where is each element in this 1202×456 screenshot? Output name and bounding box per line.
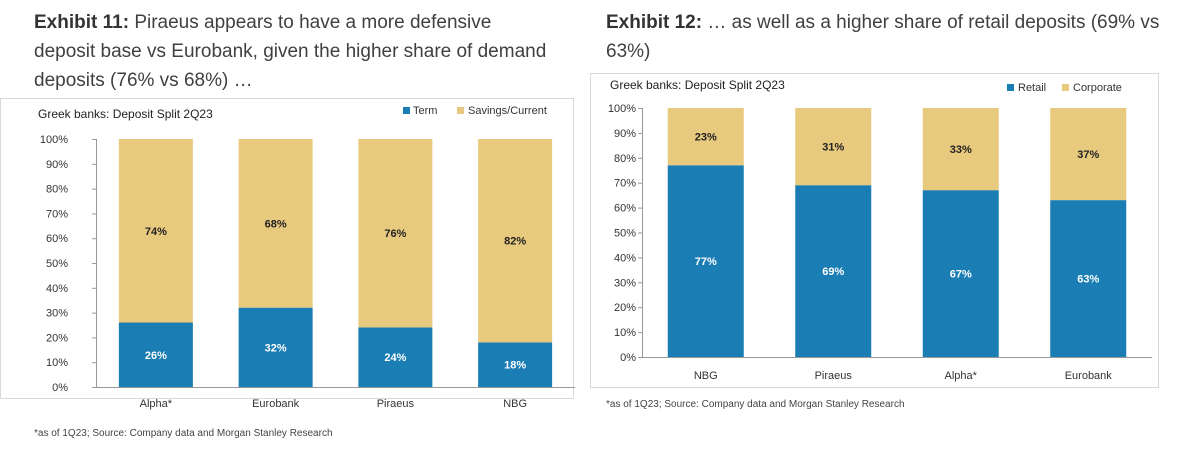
y-tick-label: 60% (614, 203, 636, 215)
chart-frame (0, 98, 574, 399)
legend-label-term: Term (413, 105, 437, 117)
deposit-split-chart-1: Greek banks: Deposit Split 2Q23 Term Savin… (0, 98, 575, 410)
data-label: 37% (1077, 149, 1099, 161)
data-label: 31% (822, 142, 844, 154)
data-label: 68% (265, 218, 287, 230)
data-label: 74% (145, 226, 167, 238)
bar-term-eurobank (238, 307, 313, 387)
exhibit-11-footnote: *as of 1Q23; Source: Company data and Mo… (34, 428, 333, 439)
y-tick-label: 90% (614, 128, 636, 140)
bar-retail-nbg (667, 165, 744, 357)
y-tick-label: 10% (614, 327, 636, 339)
y-tick-label: 20% (614, 302, 636, 314)
data-label: 82% (504, 236, 526, 248)
bar-corporate-eurobank (1050, 108, 1127, 201)
exhibit-12-text: … as well as a higher share of retail de… (606, 12, 1160, 62)
x-category-label: Eurobank (1065, 370, 1113, 382)
legend-swatch-term (403, 107, 410, 114)
y-tick-label: 0% (620, 352, 636, 364)
legend-swatch-retail (1007, 84, 1014, 91)
data-label: 32% (265, 342, 287, 354)
legend-label-corporate: Corporate (1073, 82, 1122, 94)
y-tick-label: 50% (614, 228, 636, 240)
legend-label-retail: Retail (1018, 82, 1046, 94)
data-label: 26% (145, 350, 167, 362)
bar-term-piraeus (358, 327, 433, 387)
y-tick-label: 80% (46, 184, 68, 196)
data-label: 24% (384, 352, 406, 364)
y-tick-label: 70% (614, 178, 636, 190)
bar-savings-current-alpha (118, 139, 193, 323)
y-tick-label: 20% (46, 332, 68, 344)
legend-label-savings-current: Savings/Current (468, 105, 547, 117)
y-tick-label: 80% (614, 153, 636, 165)
y-tick-label: 100% (608, 103, 636, 115)
y-tick-label: 30% (614, 277, 636, 289)
x-category-label: NBG (503, 398, 527, 410)
legend-swatch-corporate (1062, 84, 1069, 91)
data-label: 18% (504, 360, 526, 372)
data-label: 63% (1077, 274, 1099, 286)
bar-retail-alpha (922, 190, 999, 357)
data-label: 67% (950, 269, 972, 281)
data-label: 77% (695, 256, 717, 268)
y-tick-label: 0% (52, 382, 68, 394)
data-label: 33% (950, 144, 972, 156)
bar-corporate-nbg (667, 108, 744, 166)
legend-swatch-savings-current (457, 107, 464, 114)
y-tick-label: 90% (46, 159, 68, 171)
y-tick-label: 60% (46, 233, 68, 245)
y-tick-label: 100% (40, 134, 68, 146)
bar-term-nbg (478, 342, 553, 387)
x-category-label: Piraeus (815, 370, 853, 382)
x-category-label: Alpha* (945, 370, 978, 382)
exhibit-12-label: Exhibit 12: (606, 12, 703, 33)
y-tick-label: 10% (46, 357, 68, 369)
data-label: 69% (822, 266, 844, 278)
chart-title: Greek banks: Deposit Split 2Q23 (38, 107, 213, 121)
exhibit-12-footnote: *as of 1Q23; Source: Company data and Mo… (606, 399, 905, 410)
exhibit-12-heading: Exhibit 12: … as well as a higher share … (606, 8, 1186, 66)
exhibit-11-label: Exhibit 11: (34, 12, 130, 33)
chart-frame (590, 73, 1159, 388)
bar-savings-current-nbg (478, 139, 553, 343)
y-tick-label: 50% (46, 258, 68, 270)
bar-savings-current-piraeus (358, 139, 433, 328)
x-category-label: Piraeus (377, 398, 415, 410)
bar-savings-current-eurobank (238, 139, 313, 308)
bar-term-alpha (118, 322, 193, 387)
deposit-split-chart-2: Greek banks: Deposit Split 2Q23 Retail Cor… (590, 73, 1159, 388)
y-tick-label: 70% (46, 208, 68, 220)
bar-corporate-piraeus (795, 108, 872, 186)
exhibit-11-text: Piraeus appears to have a more defensive… (34, 12, 547, 91)
x-category-label: Eurobank (252, 398, 300, 410)
bar-retail-piraeus (795, 185, 872, 357)
y-tick-label: 40% (614, 252, 636, 264)
bar-corporate-alpha (922, 108, 999, 191)
x-category-label: NBG (694, 370, 718, 382)
x-category-label: Alpha* (140, 398, 173, 410)
y-tick-label: 30% (46, 308, 68, 320)
exhibit-11-heading: Exhibit 11: Piraeus appears to have a mo… (34, 8, 554, 95)
y-tick-label: 40% (46, 283, 68, 295)
bar-retail-eurobank (1050, 200, 1127, 357)
chart-title: Greek banks: Deposit Split 2Q23 (610, 78, 785, 92)
data-label: 23% (695, 132, 717, 144)
data-label: 76% (384, 228, 406, 240)
